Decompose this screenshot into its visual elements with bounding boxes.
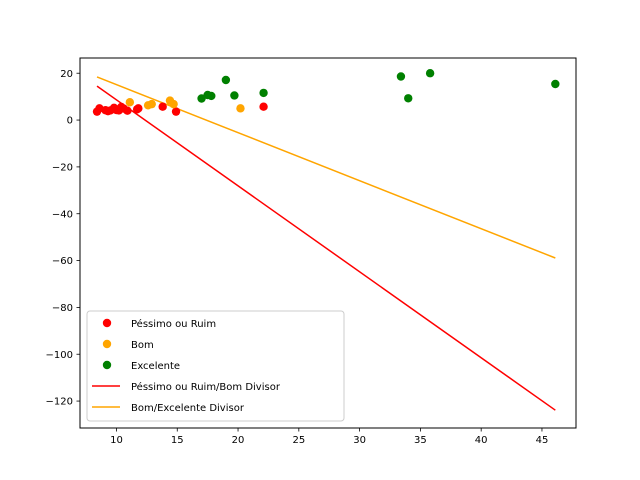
bom-legend-label: Bom (131, 340, 154, 351)
pessimo-ou-ruim-point (123, 106, 132, 115)
excelente-point (207, 91, 216, 101)
pessimo-ou-ruim-point (259, 102, 268, 111)
y-axis: 20 0 −20 −40 −60 −80 −100 −120 (46, 69, 80, 408)
legend: Péssimo ou Ruim Bom Excelente Péssimo ou Ru… (86, 310, 345, 422)
plot-frame (79, 57, 577, 429)
x-tick-label: 45 (536, 435, 549, 446)
y-tick-label: −20 (52, 162, 73, 173)
x-tick-label: 20 (232, 435, 245, 446)
excelente-point (197, 94, 206, 103)
bom-legend-swatch (102, 339, 112, 349)
pessimo-ou-ruim-legend-swatch (102, 318, 112, 328)
excelente-point (425, 69, 435, 78)
pessimo-ou-ruim-point (171, 107, 181, 116)
pessimo-ou-ruim-point (158, 102, 167, 111)
excelente-point (221, 75, 231, 85)
pessimo-ou-ruim-bom-divisor-legend-label: Péssimo ou Ruim/Bom Divisor (131, 381, 281, 393)
bom-point (169, 99, 178, 109)
bom-point (147, 99, 156, 109)
bom-excelente-divisor-legend-label: Bom/Excelente Divisor (131, 403, 245, 414)
x-tick-label: 15 (171, 435, 184, 446)
y-tick-label: −40 (52, 209, 73, 220)
pessimo-ou-ruim-point (134, 104, 143, 113)
y-tick-label: 20 (60, 69, 73, 80)
excelente-point (230, 91, 239, 100)
x-axis: 10 15 20 25 30 35 40 45 (110, 428, 548, 446)
scatter-points (92, 69, 560, 116)
excelente-point (396, 72, 406, 81)
x-tick-label: 35 (414, 435, 427, 446)
x-tick-label: 40 (475, 435, 488, 446)
x-tick-label: 25 (292, 435, 305, 446)
x-tick-label: 10 (110, 435, 123, 446)
excelente-legend-swatch (102, 360, 112, 370)
excelente-legend-label: Excelente (131, 361, 180, 372)
y-tick-label: −100 (46, 350, 73, 361)
y-tick-label: −120 (46, 397, 73, 408)
excelente-point (551, 79, 560, 89)
y-tick-label: −80 (52, 303, 73, 314)
x-tick-label: 30 (353, 435, 366, 446)
bom-point (236, 104, 245, 113)
y-tick-label: −60 (52, 256, 73, 267)
excelente-point (259, 88, 268, 98)
bom-point (125, 98, 135, 107)
pessimo-ou-ruim-bom-divisor-line (96, 85, 556, 411)
y-tick-label: 0 (67, 116, 73, 127)
pessimo-ou-ruim-legend-label: Péssimo ou Ruim (131, 318, 216, 330)
legend-box (86, 310, 345, 422)
excelente-point (404, 94, 413, 103)
